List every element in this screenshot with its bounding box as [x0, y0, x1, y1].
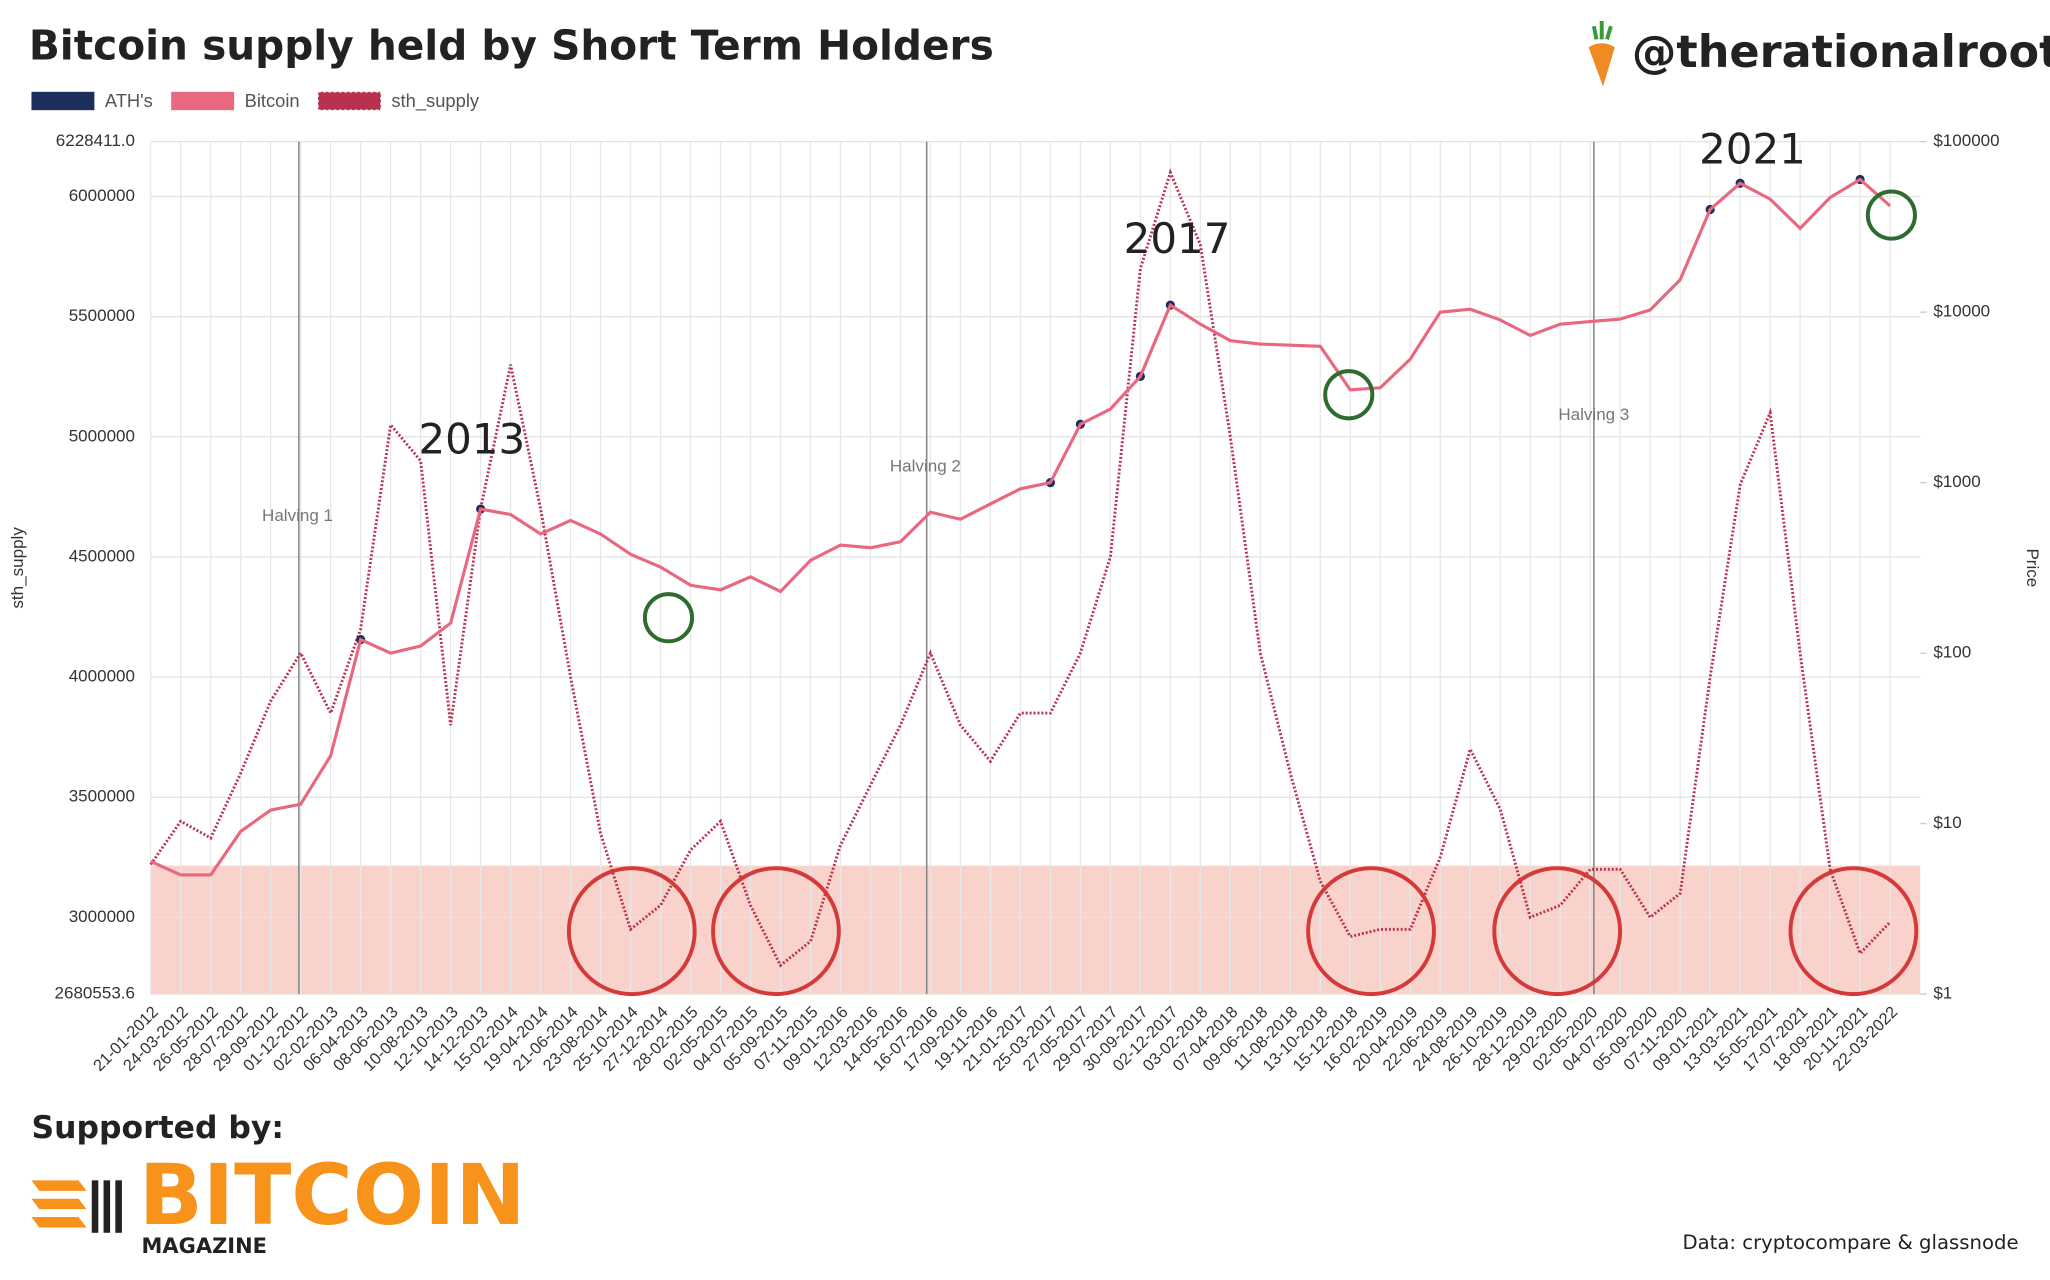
- series-line: [150, 177, 1892, 877]
- carrot-icon: [1588, 20, 1615, 87]
- legend-label: Bitcoin: [245, 90, 300, 111]
- sponsor-intro: Supported by:: [31, 1110, 284, 1146]
- annotation: 2021: [1699, 125, 1806, 174]
- red-circle: [1788, 866, 1919, 997]
- halving-label: Halving 1: [262, 506, 333, 525]
- green-circle: [1865, 189, 1917, 241]
- green-circle: [642, 592, 695, 644]
- highlight-band: [150, 865, 1921, 995]
- red-circle: [711, 866, 841, 997]
- legend-label: ATH's: [105, 90, 153, 111]
- source: Data: cryptocompare & glassnode: [1683, 1231, 2019, 1254]
- y2-axis-label: Price: [2023, 548, 2042, 587]
- y-tick-label: 3000000: [69, 907, 135, 926]
- annotation: 2013: [419, 414, 526, 463]
- y2-tick-label: $1000: [1933, 472, 1980, 491]
- legend: ATH's Bitcoin sth_supply: [31, 90, 480, 112]
- legend-label: sth_supply: [391, 90, 480, 112]
- y-tick-label: 3500000: [69, 787, 135, 806]
- halving-label: Halving 2: [890, 456, 961, 475]
- y-tick-label: 4000000: [69, 667, 135, 686]
- y2-tick-label: $10000: [1933, 302, 1990, 321]
- chart-title: Bitcoin supply held by Short Term Holder…: [29, 22, 994, 70]
- halving-label: Halving 3: [1558, 405, 1629, 424]
- red-circle: [1492, 866, 1623, 997]
- y2-tick-label: $100: [1933, 643, 1971, 662]
- red-circle: [1306, 866, 1436, 997]
- circles: [566, 189, 1919, 997]
- sponsor-logo-mark: [31, 1180, 122, 1233]
- handle: @therationalroot: [1632, 26, 2050, 78]
- y-tick-label: 6000000: [69, 186, 135, 205]
- legend-swatch: [317, 91, 382, 111]
- legend-swatch: [31, 91, 95, 111]
- y-tick-label: 5500000: [69, 306, 135, 325]
- plot-area: 2680553.6 3000000 3500000 4000000 4500000 500…: [55, 131, 2000, 1075]
- y2-tick-label: $10: [1933, 813, 1961, 832]
- annotation: 2017: [1124, 214, 1231, 263]
- y-tick-label: 6228411.0: [56, 131, 135, 150]
- sponsor-sub: MAGAZINE: [142, 1234, 267, 1258]
- series-line: [149, 168, 1892, 968]
- legend-swatch: [171, 91, 235, 111]
- y2-tick-label: $100000: [1933, 131, 1999, 150]
- red-circle: [566, 866, 697, 997]
- y2-tick-label: $1: [1933, 984, 1952, 1003]
- sponsor-name: BITCOIN: [139, 1146, 526, 1244]
- y-tick-label: 2680553.6: [55, 984, 135, 1003]
- green-circle: [1323, 369, 1375, 421]
- y-tick-label: 5000000: [69, 426, 135, 445]
- y-tick-label: 4500000: [69, 546, 135, 565]
- y-axis-label: sth_supply: [8, 527, 27, 609]
